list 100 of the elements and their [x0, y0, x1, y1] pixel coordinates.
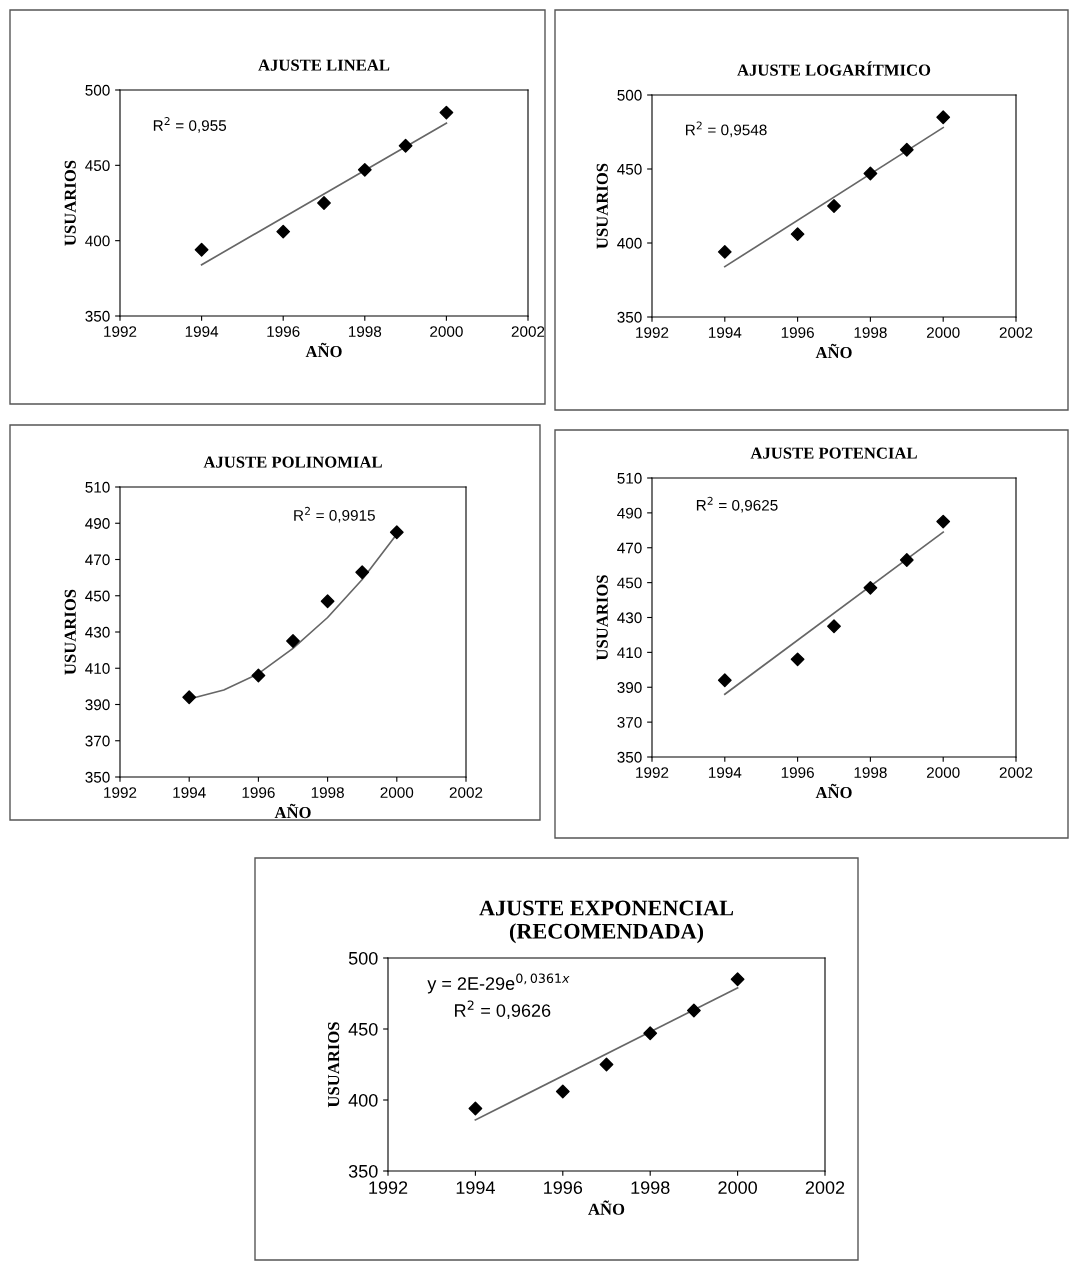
- point: [468, 1101, 483, 1116]
- x-tick-label: 1998: [854, 327, 887, 338]
- x-tick-label: 1992: [369, 1181, 408, 1194]
- point: [863, 166, 878, 181]
- y-tick-label: 500: [617, 89, 642, 101]
- x-tick-label: 2002: [511, 326, 545, 337]
- y-tick-label: 450: [85, 160, 110, 172]
- point: [251, 668, 266, 683]
- x-tick-label: 1992: [636, 327, 669, 338]
- chart-title: AJUSTE EXPONENCIAL (RECOMENDADA): [479, 900, 734, 944]
- point: [899, 142, 914, 157]
- x-tick-label: 2000: [380, 787, 414, 798]
- point: [389, 525, 404, 540]
- y-tick-label: 400: [617, 237, 642, 249]
- point: [286, 634, 300, 648]
- x-axis-title: AÑO: [815, 343, 852, 359]
- y-tick-label: 350: [85, 310, 110, 322]
- y-tick-label: 470: [617, 542, 642, 554]
- point: [355, 565, 370, 580]
- x-tick-label: 1996: [242, 787, 275, 798]
- x-tick-label: 1994: [185, 326, 219, 337]
- point: [717, 673, 732, 688]
- y-tick-label: 510: [85, 481, 110, 493]
- y-axis-title: USUARIOS: [596, 163, 608, 249]
- point: [717, 244, 732, 259]
- y-tick-label: 350: [617, 751, 642, 763]
- x-tick-label: 2002: [449, 787, 483, 798]
- x-tick-label: 1994: [173, 787, 206, 798]
- point: [790, 652, 805, 667]
- y-tick-label: 410: [617, 647, 642, 659]
- point: [899, 553, 914, 567]
- y-tick-label: 400: [85, 235, 110, 247]
- point: [827, 619, 841, 634]
- x-axis-title: AÑO: [274, 803, 311, 819]
- x-axis-title: AÑO: [588, 1200, 625, 1215]
- x-tick-label: 1992: [104, 326, 137, 337]
- x-tick-label: 1996: [267, 326, 300, 337]
- chart-title: AJUSTE LOGARÍTMICO: [737, 61, 931, 76]
- y-axis-title: USUARIOS: [328, 1022, 340, 1108]
- chart-title: AJUSTE POLINOMIAL: [203, 456, 382, 468]
- annotation: R$^{2}$ = 0,9915: [294, 506, 375, 523]
- point: [643, 1026, 658, 1041]
- y-tick-label: 370: [85, 735, 110, 747]
- y-tick-label: 500: [348, 951, 378, 965]
- y-axis-title: USUARIOS: [64, 160, 76, 246]
- x-tick-label: 1996: [781, 327, 814, 338]
- y-axis-title: USUARIOS: [596, 575, 608, 661]
- point: [936, 514, 951, 529]
- x-tick-label: 1992: [104, 787, 137, 798]
- x-tick-label: 2000: [926, 767, 960, 778]
- y-tick-label: 450: [348, 1022, 378, 1036]
- y-tick-label: 490: [617, 507, 642, 519]
- y-tick-label: 510: [617, 472, 642, 484]
- point: [398, 138, 413, 153]
- point: [790, 227, 805, 242]
- x-tick-label: 2000: [926, 327, 960, 338]
- x-tick-label: 2000: [430, 326, 463, 337]
- annotation: R$^{2}$ = 0,9625: [696, 496, 778, 513]
- y-tick-label: 390: [617, 682, 642, 693]
- point: [194, 242, 209, 257]
- y-tick-label: 470: [85, 554, 110, 566]
- annotation: y = 2E-29e$^{0,0361x}$: [427, 973, 570, 994]
- x-tick-label: 1998: [348, 326, 382, 337]
- point: [827, 199, 841, 213]
- y-tick-label: 350: [617, 311, 642, 323]
- x-tick-label: 1998: [854, 767, 887, 778]
- x-tick-label: 1996: [544, 1181, 583, 1194]
- x-tick-label: 2000: [718, 1181, 757, 1194]
- x-tick-label: 1996: [781, 767, 814, 778]
- y-tick-label: 390: [85, 699, 110, 711]
- point: [730, 972, 745, 987]
- x-tick-label: 1994: [708, 767, 742, 778]
- x-tick-label: 1998: [311, 787, 344, 798]
- point: [317, 196, 331, 210]
- y-tick-label: 430: [617, 612, 642, 624]
- x-tick-label: 2002: [805, 1181, 845, 1194]
- y-tick-label: 430: [85, 626, 110, 638]
- point: [863, 580, 878, 595]
- y-tick-label: 400: [348, 1093, 378, 1107]
- point: [439, 105, 454, 120]
- y-tick-label: 450: [85, 590, 110, 602]
- point: [276, 224, 291, 239]
- annotation: R$^{2}$ = 0,955: [153, 117, 227, 133]
- chart-title: AJUSTE POTENCIAL: [750, 447, 917, 459]
- point: [599, 1057, 614, 1072]
- y-tick-label: 500: [85, 84, 110, 96]
- y-tick-label: 370: [617, 716, 642, 728]
- y-tick-label: 410: [85, 663, 110, 674]
- point: [320, 594, 335, 609]
- point: [555, 1084, 570, 1099]
- x-tick-label: 1992: [636, 767, 669, 778]
- annotation: R$^{2}$ = 0,9548: [686, 121, 767, 138]
- y-axis-title: USUARIOS: [64, 589, 76, 675]
- x-axis-title: AÑO: [305, 342, 342, 358]
- x-tick-label: 2002: [999, 327, 1033, 338]
- point: [686, 1003, 701, 1018]
- y-tick-label: 450: [617, 163, 642, 175]
- y-tick-label: 450: [617, 577, 642, 589]
- point: [182, 690, 197, 705]
- x-tick-label: 2002: [999, 767, 1033, 778]
